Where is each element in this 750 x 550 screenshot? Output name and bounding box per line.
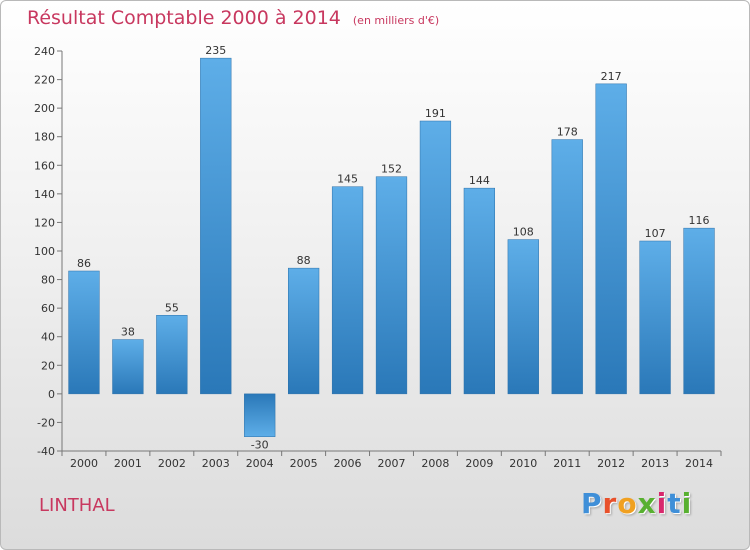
y-tick-label: 160 — [34, 159, 55, 172]
bar — [375, 176, 408, 395]
x-tick-label: 2012 — [597, 457, 625, 470]
y-tick-label: 220 — [34, 74, 55, 87]
x-tick-label: 2014 — [685, 457, 713, 470]
x-tick-label: 2003 — [202, 457, 230, 470]
chart-subtitle: (en milliers d'€) — [352, 14, 440, 27]
x-tick-label: 2013 — [641, 457, 669, 470]
chart-title: Résultat Comptable 2000 à 2014 — [27, 7, 341, 29]
y-tick-label: 100 — [34, 245, 55, 258]
bar-value-label: 144 — [469, 174, 490, 187]
bar-value-label: -30 — [251, 439, 269, 452]
bar-value-label: 108 — [513, 226, 534, 239]
y-tick-label: 20 — [41, 359, 55, 372]
y-tick-label: 120 — [34, 216, 55, 229]
y-tick-label: -40 — [37, 445, 55, 458]
bar-value-label: 217 — [601, 70, 622, 83]
logo-letter: o — [617, 487, 638, 520]
bar — [551, 139, 583, 395]
bar — [507, 239, 539, 395]
bar — [244, 393, 276, 437]
bar-value-label: 116 — [689, 214, 710, 227]
bar — [200, 57, 232, 395]
x-tick-label: 2010 — [509, 457, 537, 470]
x-tick-label: 2011 — [553, 457, 581, 470]
bar — [639, 240, 671, 395]
y-tick-label: 0 — [48, 388, 55, 401]
x-tick-label: 2006 — [334, 457, 362, 470]
bar-value-label: 235 — [205, 44, 226, 57]
logo-letter: P — [581, 487, 603, 520]
x-tick-label: 2004 — [246, 457, 274, 470]
bar — [68, 270, 100, 395]
title-row: Résultat Comptable 2000 à 2014 (en milli… — [27, 7, 439, 29]
x-tick-label: 2008 — [421, 457, 449, 470]
logo-letter: t — [667, 487, 682, 520]
bar — [331, 186, 364, 395]
y-tick-label: 240 — [34, 45, 55, 58]
y-tick-label: 200 — [34, 102, 55, 115]
bar-value-label: 145 — [337, 173, 358, 186]
logo-letter: x — [637, 487, 657, 520]
x-tick-label: 2000 — [70, 457, 98, 470]
bar-value-label: 88 — [297, 254, 311, 267]
bar — [419, 120, 452, 395]
y-tick-label: 60 — [41, 302, 55, 315]
bar — [683, 227, 715, 395]
bar — [463, 187, 495, 395]
y-tick-label: 80 — [41, 274, 55, 287]
bar — [112, 339, 144, 395]
bar-value-label: 55 — [165, 301, 179, 314]
bars — [68, 57, 715, 437]
bar-value-label: 107 — [645, 227, 666, 240]
x-tick-label: 2002 — [158, 457, 186, 470]
bar-value-label: 152 — [381, 163, 402, 176]
logo-letter: i — [681, 487, 693, 520]
proxiti-logo: Proxiti — [581, 487, 692, 520]
value-labels: 86 38 55 235 -30 88 145 152 191 144 108 178 217 107 11… — [77, 44, 710, 452]
x-tick-label: 2007 — [378, 457, 406, 470]
bar-value-label: 86 — [77, 257, 91, 270]
axes: -40 -20 0 20 40 60 80 100 120 140 160 180 200 220 240 2… — [34, 45, 722, 470]
commune-name: LINTHAL — [39, 495, 115, 516]
x-tick-label: 2001 — [114, 457, 142, 470]
y-tick-label: 140 — [34, 188, 55, 201]
x-tick-label: 2005 — [290, 457, 318, 470]
bar — [595, 83, 627, 395]
bar-value-label: 178 — [557, 126, 578, 139]
bar — [288, 267, 320, 395]
y-tick-label: 180 — [34, 131, 55, 144]
bar — [156, 315, 188, 395]
logo-letter: r — [602, 487, 618, 520]
logo-letter: i — [656, 487, 668, 520]
bar-value-label: 38 — [121, 326, 135, 339]
y-tick-label: 40 — [41, 331, 55, 344]
bar-value-label: 191 — [425, 107, 446, 120]
x-tick-label: 2009 — [465, 457, 493, 470]
y-tick-label: -20 — [37, 416, 55, 429]
